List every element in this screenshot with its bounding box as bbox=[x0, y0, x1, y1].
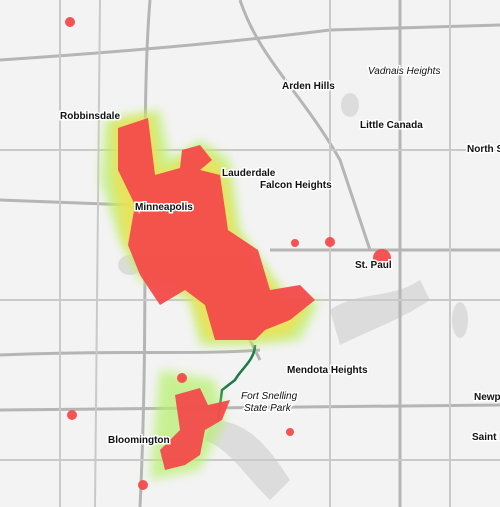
vadnais-heights-label: Vadnais Heights bbox=[368, 66, 440, 77]
labels: Vadnais Heights Arden Hills Little Canada R… bbox=[59, 65, 500, 448]
newport-label: Newp bbox=[474, 392, 500, 403]
minneapolis-label: Minneapolis bbox=[135, 202, 193, 213]
bloomington-label: Bloomington bbox=[108, 435, 170, 446]
lauderdale-label: Lauderdale bbox=[222, 168, 276, 179]
fort-snelling-2-label: State Park bbox=[244, 403, 292, 414]
north-st-paul-label: North St bbox=[467, 144, 500, 155]
mendota-heights-label: Mendota Heights bbox=[287, 365, 368, 376]
fort-snelling-1-label: Fort Snelling bbox=[241, 391, 298, 402]
robbinsdale-label: Robbinsdale bbox=[60, 111, 120, 122]
arden-hills-label: Arden Hills bbox=[282, 81, 335, 92]
st-paul-label: St. Paul bbox=[355, 260, 392, 271]
heatmap bbox=[65, 17, 391, 490]
falcon-heights-label: Falcon Heights bbox=[260, 180, 332, 191]
little-canada-label: Little Canada bbox=[360, 120, 423, 131]
saint-paul-park-label: Saint P bbox=[472, 432, 500, 443]
